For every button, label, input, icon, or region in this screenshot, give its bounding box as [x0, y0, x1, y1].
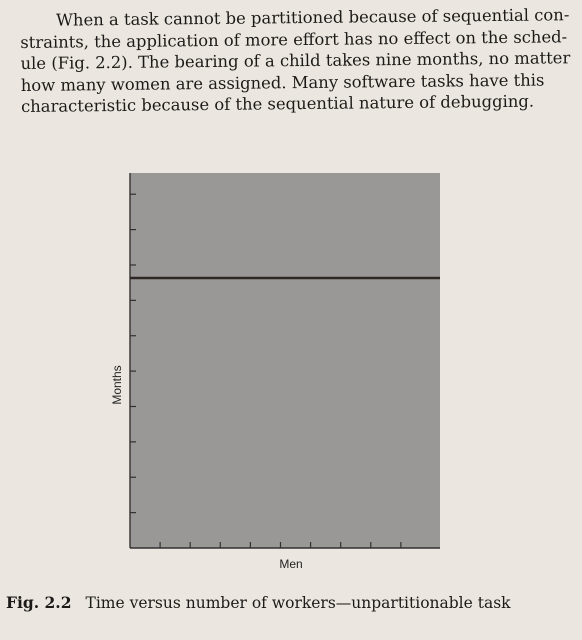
plot-area	[130, 173, 440, 548]
y-axis-ticks	[130, 193, 136, 514]
figure-caption: Fig. 2.2 Time versus number of workers—un…	[6, 593, 511, 612]
figure-number: Fig. 2.2	[6, 593, 72, 612]
y-axis-label: Months	[110, 365, 124, 404]
figure-caption-text: Time versus number of workers—unpartitio…	[85, 594, 511, 612]
paragraph-line: characteristic because of the sequential…	[20, 91, 535, 116]
x-axis-label: Men	[279, 557, 302, 571]
x-axis-ticks	[159, 542, 402, 548]
body-paragraph: When a task cannot be partitioned becaus…	[20, 4, 570, 117]
figure-chart: Months Men	[110, 173, 440, 571]
